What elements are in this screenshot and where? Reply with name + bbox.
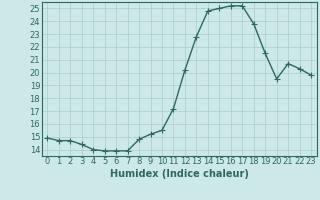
X-axis label: Humidex (Indice chaleur): Humidex (Indice chaleur): [110, 169, 249, 179]
